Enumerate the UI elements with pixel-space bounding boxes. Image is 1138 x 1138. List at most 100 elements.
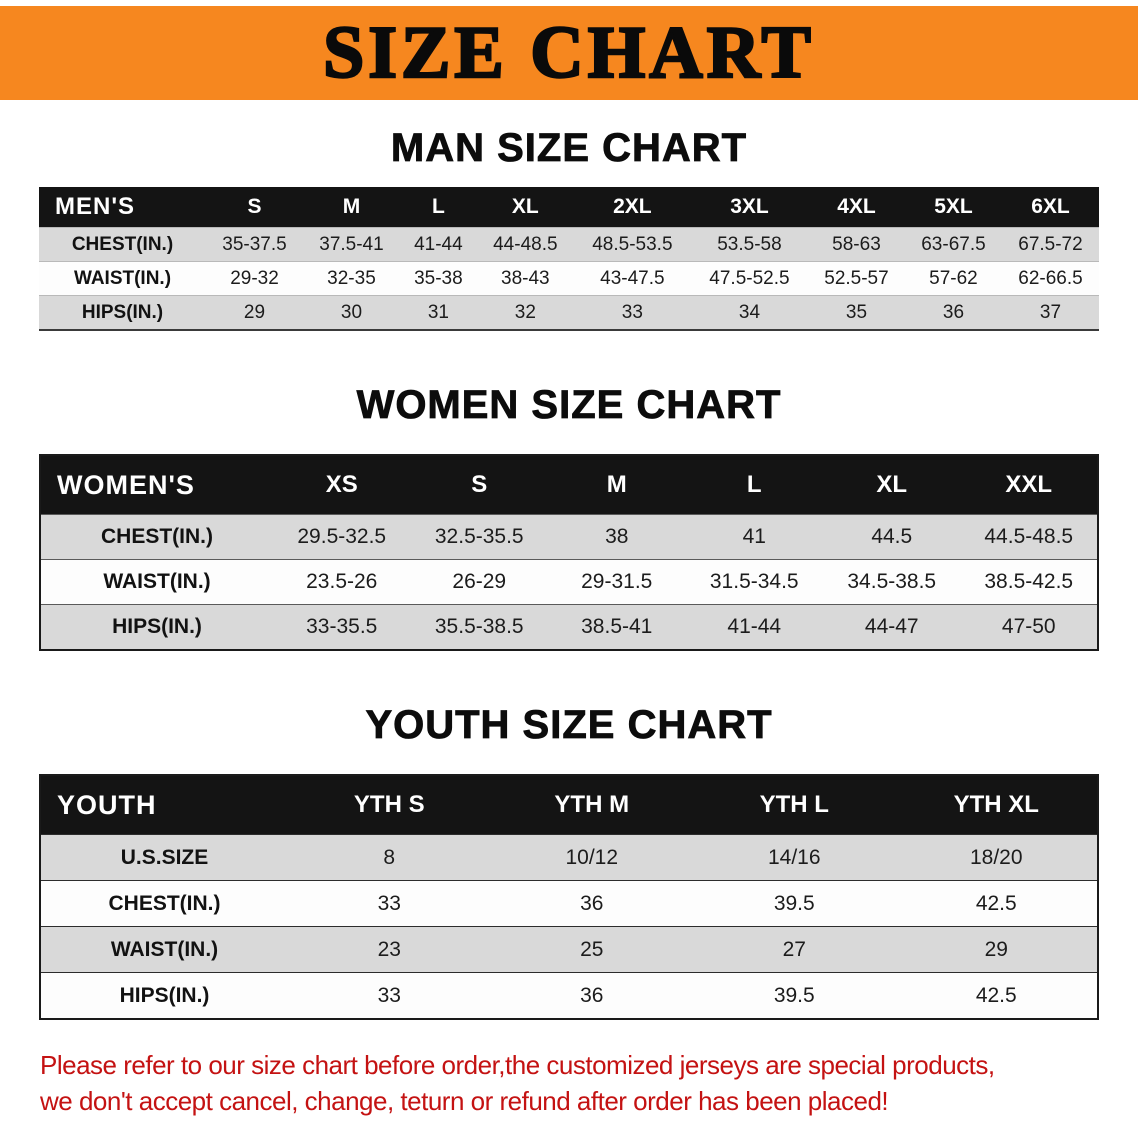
size-cell: 42.5 xyxy=(975,983,1017,1007)
size-cell: 67.5-72 xyxy=(1018,233,1083,255)
size-cell: 58-63 xyxy=(832,233,881,255)
size-cell: 44-47 xyxy=(864,615,919,638)
table-row: WAIST(IN.) 23 25 27 29 xyxy=(40,926,1098,973)
size-cell: 48.5-53.5 xyxy=(592,233,673,255)
table-header-label: YOUTH xyxy=(40,775,288,835)
column-header: S xyxy=(410,455,548,515)
size-cell: 41-44 xyxy=(414,233,463,255)
youth-size-table: YOUTH YTH S YTH M YTH L YTH XL U.S.SIZE 8 10/12… xyxy=(39,774,1099,1020)
size-cell: 29 xyxy=(243,301,266,323)
youth-section-heading: YOUTH SIZE CHART xyxy=(365,703,773,748)
size-cell: 23 xyxy=(377,937,401,961)
column-header: XL xyxy=(476,187,574,228)
column-header: XL xyxy=(823,455,961,515)
size-cell: 8 xyxy=(383,845,396,869)
size-cell: 38-43 xyxy=(501,267,550,289)
table-row: CHEST(IN.) 33 36 39.5 42.5 xyxy=(40,880,1098,927)
column-header: 4XL xyxy=(807,187,905,228)
size-cell: 31.5-34.5 xyxy=(709,570,799,593)
size-cell: 14/16 xyxy=(767,845,821,869)
row-label: HIPS(IN.) xyxy=(119,983,210,1007)
size-cell: 26-29 xyxy=(452,570,507,593)
column-header: YTH L xyxy=(693,775,896,835)
table-row: HIPS(IN.) 33 36 39.5 42.5 xyxy=(40,972,1098,1019)
size-cell: 44.5 xyxy=(871,525,913,548)
size-cell: 41-44 xyxy=(727,615,782,638)
size-cell: 57-62 xyxy=(929,267,978,289)
table-header-row: MEN'S S M L XL 2XL 3XL 4XL 5XL 6XL xyxy=(39,187,1099,228)
footer-notice: Please refer to our size chart before or… xyxy=(40,1048,1138,1120)
row-label: CHEST(IN.) xyxy=(101,525,213,548)
size-chart-banner: SIZE CHART xyxy=(0,6,1138,100)
size-cell: 44-48.5 xyxy=(493,233,558,255)
size-cell: 35.5-38.5 xyxy=(434,615,524,638)
men-size-table: MEN'S S M L XL 2XL 3XL 4XL 5XL 6XL CHEST(IN.) 35-37… xyxy=(39,187,1099,331)
size-cell: 41 xyxy=(742,525,766,548)
women-size-table: WOMEN'S XS S M L XL XXL CHEST(IN.) 29.5-32.5 32.5… xyxy=(39,454,1099,651)
women-section-heading: WOMEN SIZE CHART xyxy=(356,383,782,428)
youth-size-section: YOUTH SIZE CHART YOUTH YTH S YTH M YTH L YTH… xyxy=(0,703,1138,1020)
size-cell: 27 xyxy=(782,937,806,961)
size-cell: 10/12 xyxy=(565,845,619,869)
column-header: S xyxy=(206,187,303,228)
size-cell: 38.5-41 xyxy=(581,615,653,638)
table-row: WAIST(IN.) 23.5-26 26-29 29-31.5 31.5-34.5 34… xyxy=(40,559,1098,605)
men-size-section: MAN SIZE CHART MEN'S S M L XL 2XL 3XL 4XL 5XL 6XL… xyxy=(0,126,1138,331)
size-cell: 32.5-35.5 xyxy=(434,525,524,548)
size-cell: 30 xyxy=(340,301,363,323)
size-cell: 33 xyxy=(377,983,401,1007)
size-cell: 23.5-26 xyxy=(306,570,378,593)
table-row: HIPS(IN.) 29 30 31 32 33 34 35 36 37 xyxy=(39,295,1099,330)
table-row: U.S.SIZE 8 10/12 14/16 18/20 xyxy=(40,834,1098,881)
footer-line-1: Please refer to our size chart before or… xyxy=(40,1050,995,1080)
table-header-row: YOUTH YTH S YTH M YTH L YTH XL xyxy=(40,775,1098,835)
table-header-label: WOMEN'S xyxy=(40,455,273,515)
size-cell: 47.5-52.5 xyxy=(709,267,790,289)
column-header: XS xyxy=(273,455,411,515)
size-cell: 29.5-32.5 xyxy=(297,525,387,548)
size-cell: 38 xyxy=(605,525,629,548)
column-header: L xyxy=(399,187,477,228)
size-cell: 52.5-57 xyxy=(824,267,889,289)
size-cell: 33 xyxy=(621,301,643,323)
size-cell: 35-38 xyxy=(414,267,463,289)
column-header: YTH S xyxy=(288,775,491,835)
size-cell: 29-32 xyxy=(230,267,279,289)
column-header: 5XL xyxy=(904,187,1002,228)
size-cell: 29 xyxy=(984,937,1008,961)
size-cell: 18/20 xyxy=(969,845,1023,869)
row-label: WAIST(IN.) xyxy=(103,570,211,593)
row-label: HIPS(IN.) xyxy=(81,301,164,323)
column-header: YTH XL xyxy=(895,775,1098,835)
size-cell: 53.5-58 xyxy=(717,233,782,255)
footer-line-2: we don't accept cancel, change, teturn o… xyxy=(40,1085,889,1116)
size-cell: 47-50 xyxy=(1001,615,1056,638)
size-cell: 31 xyxy=(427,301,449,323)
column-header: 6XL xyxy=(1001,187,1099,228)
size-cell: 36 xyxy=(580,891,604,915)
size-cell: 44.5-48.5 xyxy=(984,525,1074,548)
size-cell: 34 xyxy=(738,301,761,323)
size-cell: 36 xyxy=(580,983,604,1007)
size-cell: 35-37.5 xyxy=(222,233,287,255)
column-header: M xyxy=(548,455,686,515)
table-row: WAIST(IN.) 29-32 32-35 35-38 38-43 43-47.5 47.… xyxy=(39,261,1099,296)
table-row: CHEST(IN.) 35-37.5 37.5-41 41-44 44-48.5 48.5… xyxy=(39,227,1099,262)
size-cell: 38.5-42.5 xyxy=(984,570,1074,593)
column-header: M xyxy=(302,187,400,228)
column-header: YTH M xyxy=(490,775,693,835)
size-cell: 37 xyxy=(1039,301,1062,323)
column-header: XXL xyxy=(960,455,1098,515)
size-cell: 42.5 xyxy=(975,891,1017,915)
size-cell: 32 xyxy=(514,301,536,323)
column-header: 3XL xyxy=(690,187,808,228)
banner-title: SIZE CHART xyxy=(322,10,815,95)
column-header: 2XL xyxy=(573,187,691,228)
women-size-section: WOMEN SIZE CHART WOMEN'S XS S M L XL XXL CHEST(… xyxy=(0,383,1138,651)
size-cell: 33-35.5 xyxy=(306,615,378,638)
size-cell: 39.5 xyxy=(773,891,815,915)
size-cell: 37.5-41 xyxy=(319,233,384,255)
size-cell: 62-66.5 xyxy=(1018,267,1083,289)
size-cell: 35 xyxy=(845,301,868,323)
size-cell: 43-47.5 xyxy=(600,267,665,289)
